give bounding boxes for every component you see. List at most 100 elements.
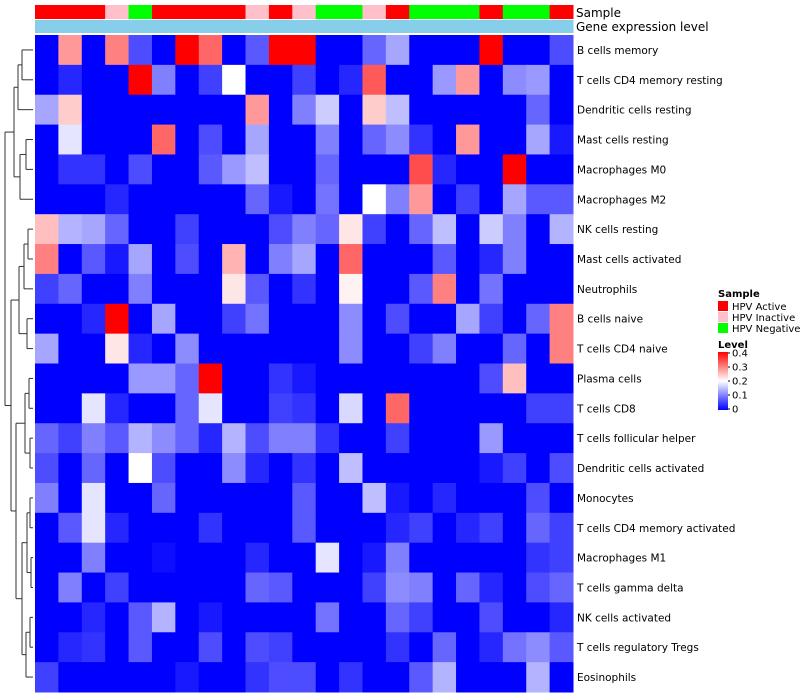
heatmap-cell [175, 214, 200, 245]
heatmap-cell [245, 154, 270, 185]
heatmap-cell [268, 124, 293, 155]
heatmap-cell [128, 214, 153, 245]
heatmap-cell [432, 35, 457, 66]
heatmap-cell [128, 482, 153, 514]
heatmap-cell [385, 273, 410, 305]
heatmap-cell [35, 154, 59, 185]
heatmap-cell [339, 124, 363, 155]
heatmap-cell [198, 154, 223, 185]
heatmap-cell [105, 184, 130, 215]
heatmap-cell [292, 512, 317, 544]
heatmap-cell [362, 363, 387, 394]
heatmap-cell [198, 602, 223, 633]
expression-annotation-cell [35, 20, 59, 33]
sample-annotation-cell [58, 5, 83, 19]
heatmap-cell [502, 214, 527, 245]
heatmap-cell [128, 64, 153, 96]
heatmap-cell [81, 244, 106, 275]
heatmap-cell [105, 363, 130, 394]
heatmap-cell [549, 482, 574, 514]
heatmap-cell [432, 214, 457, 245]
heatmap-cell [385, 214, 410, 245]
row-label: T cells CD8 [576, 403, 636, 415]
sample-track-label: Sample [576, 6, 621, 20]
heatmap-cell [198, 244, 223, 275]
heatmap-cell [479, 482, 504, 514]
heatmap-cell [409, 662, 434, 693]
heatmap-cell [502, 482, 527, 514]
heatmap-cell [432, 303, 457, 335]
heatmap-cell [479, 363, 504, 394]
heatmap-cell [339, 214, 363, 245]
heatmap-cell [526, 662, 551, 693]
heatmap-cell [339, 542, 363, 574]
heatmap-cell [151, 333, 176, 364]
heatmap-cell [245, 94, 270, 126]
heatmap-cell [409, 602, 434, 633]
heatmap-cell [549, 572, 574, 603]
heatmap-cell [268, 333, 293, 364]
heatmap-cell [315, 363, 340, 394]
row-label: B cells memory [577, 45, 658, 57]
heatmap-cell [479, 602, 504, 633]
heatmap-cell [105, 423, 130, 454]
heatmap-cell [526, 632, 551, 663]
heatmap-cell [456, 602, 480, 633]
heatmap-cell [479, 94, 504, 126]
heatmap-cell [339, 363, 363, 394]
legend-label-hpv-inactive: HPV Inactive [732, 313, 795, 324]
heatmap-cell [409, 333, 434, 364]
heatmap-cell [222, 273, 247, 305]
heatmap-cell [245, 482, 270, 514]
heatmap-cell [456, 542, 480, 574]
heatmap-cell [292, 184, 317, 215]
heatmap-cell [432, 94, 457, 126]
heatmap-cell [198, 64, 223, 96]
heatmap-cell [128, 602, 153, 633]
heatmap-cell [35, 64, 59, 96]
heatmap-cell [339, 572, 363, 603]
heatmap-cell [245, 662, 270, 693]
expression-annotation-cell [432, 20, 457, 33]
heatmap-cell [81, 214, 106, 245]
heatmap-cell [502, 273, 527, 305]
sample-annotation-cell [339, 5, 363, 19]
heatmap-cell [81, 303, 106, 335]
heatmap-cell [362, 542, 387, 574]
heatmap-cell [151, 303, 176, 335]
legend-swatch-hpv-active [718, 301, 728, 311]
heatmap-cell [456, 154, 480, 185]
heatmap-cell [339, 482, 363, 514]
heatmap-cell [549, 333, 574, 364]
heatmap-cell [198, 542, 223, 574]
sample-annotation-cell [245, 5, 270, 19]
heatmap-cell [502, 35, 527, 66]
heatmap-cell [479, 184, 504, 215]
heatmap-cell [292, 542, 317, 574]
sample-annotation-cell [81, 5, 106, 19]
heatmap-cell [385, 124, 410, 155]
heatmap-cell [502, 662, 527, 693]
heatmap-cell [502, 572, 527, 603]
heatmap-cell [81, 512, 106, 544]
heatmap-cell [502, 94, 527, 126]
heatmap-cell [128, 393, 153, 424]
heatmap-cell [35, 632, 59, 663]
heatmap-cell [35, 542, 59, 574]
heatmap-cell [432, 423, 457, 454]
heatmap-cell [339, 64, 363, 96]
heatmap-cell [245, 35, 270, 66]
heatmap-cell [175, 35, 200, 66]
heatmap-cell [526, 333, 551, 364]
heatmap-cell [432, 542, 457, 574]
expression-annotation-cell [268, 20, 293, 33]
heatmap-cell [549, 602, 574, 633]
heatmap-cell [502, 453, 527, 484]
heatmap-cell [292, 572, 317, 603]
heatmap-cell [198, 214, 223, 245]
heatmap-cell [58, 363, 83, 394]
heatmap-cell [362, 333, 387, 364]
heatmap-cell [432, 273, 457, 305]
heatmap-cell [81, 35, 106, 66]
